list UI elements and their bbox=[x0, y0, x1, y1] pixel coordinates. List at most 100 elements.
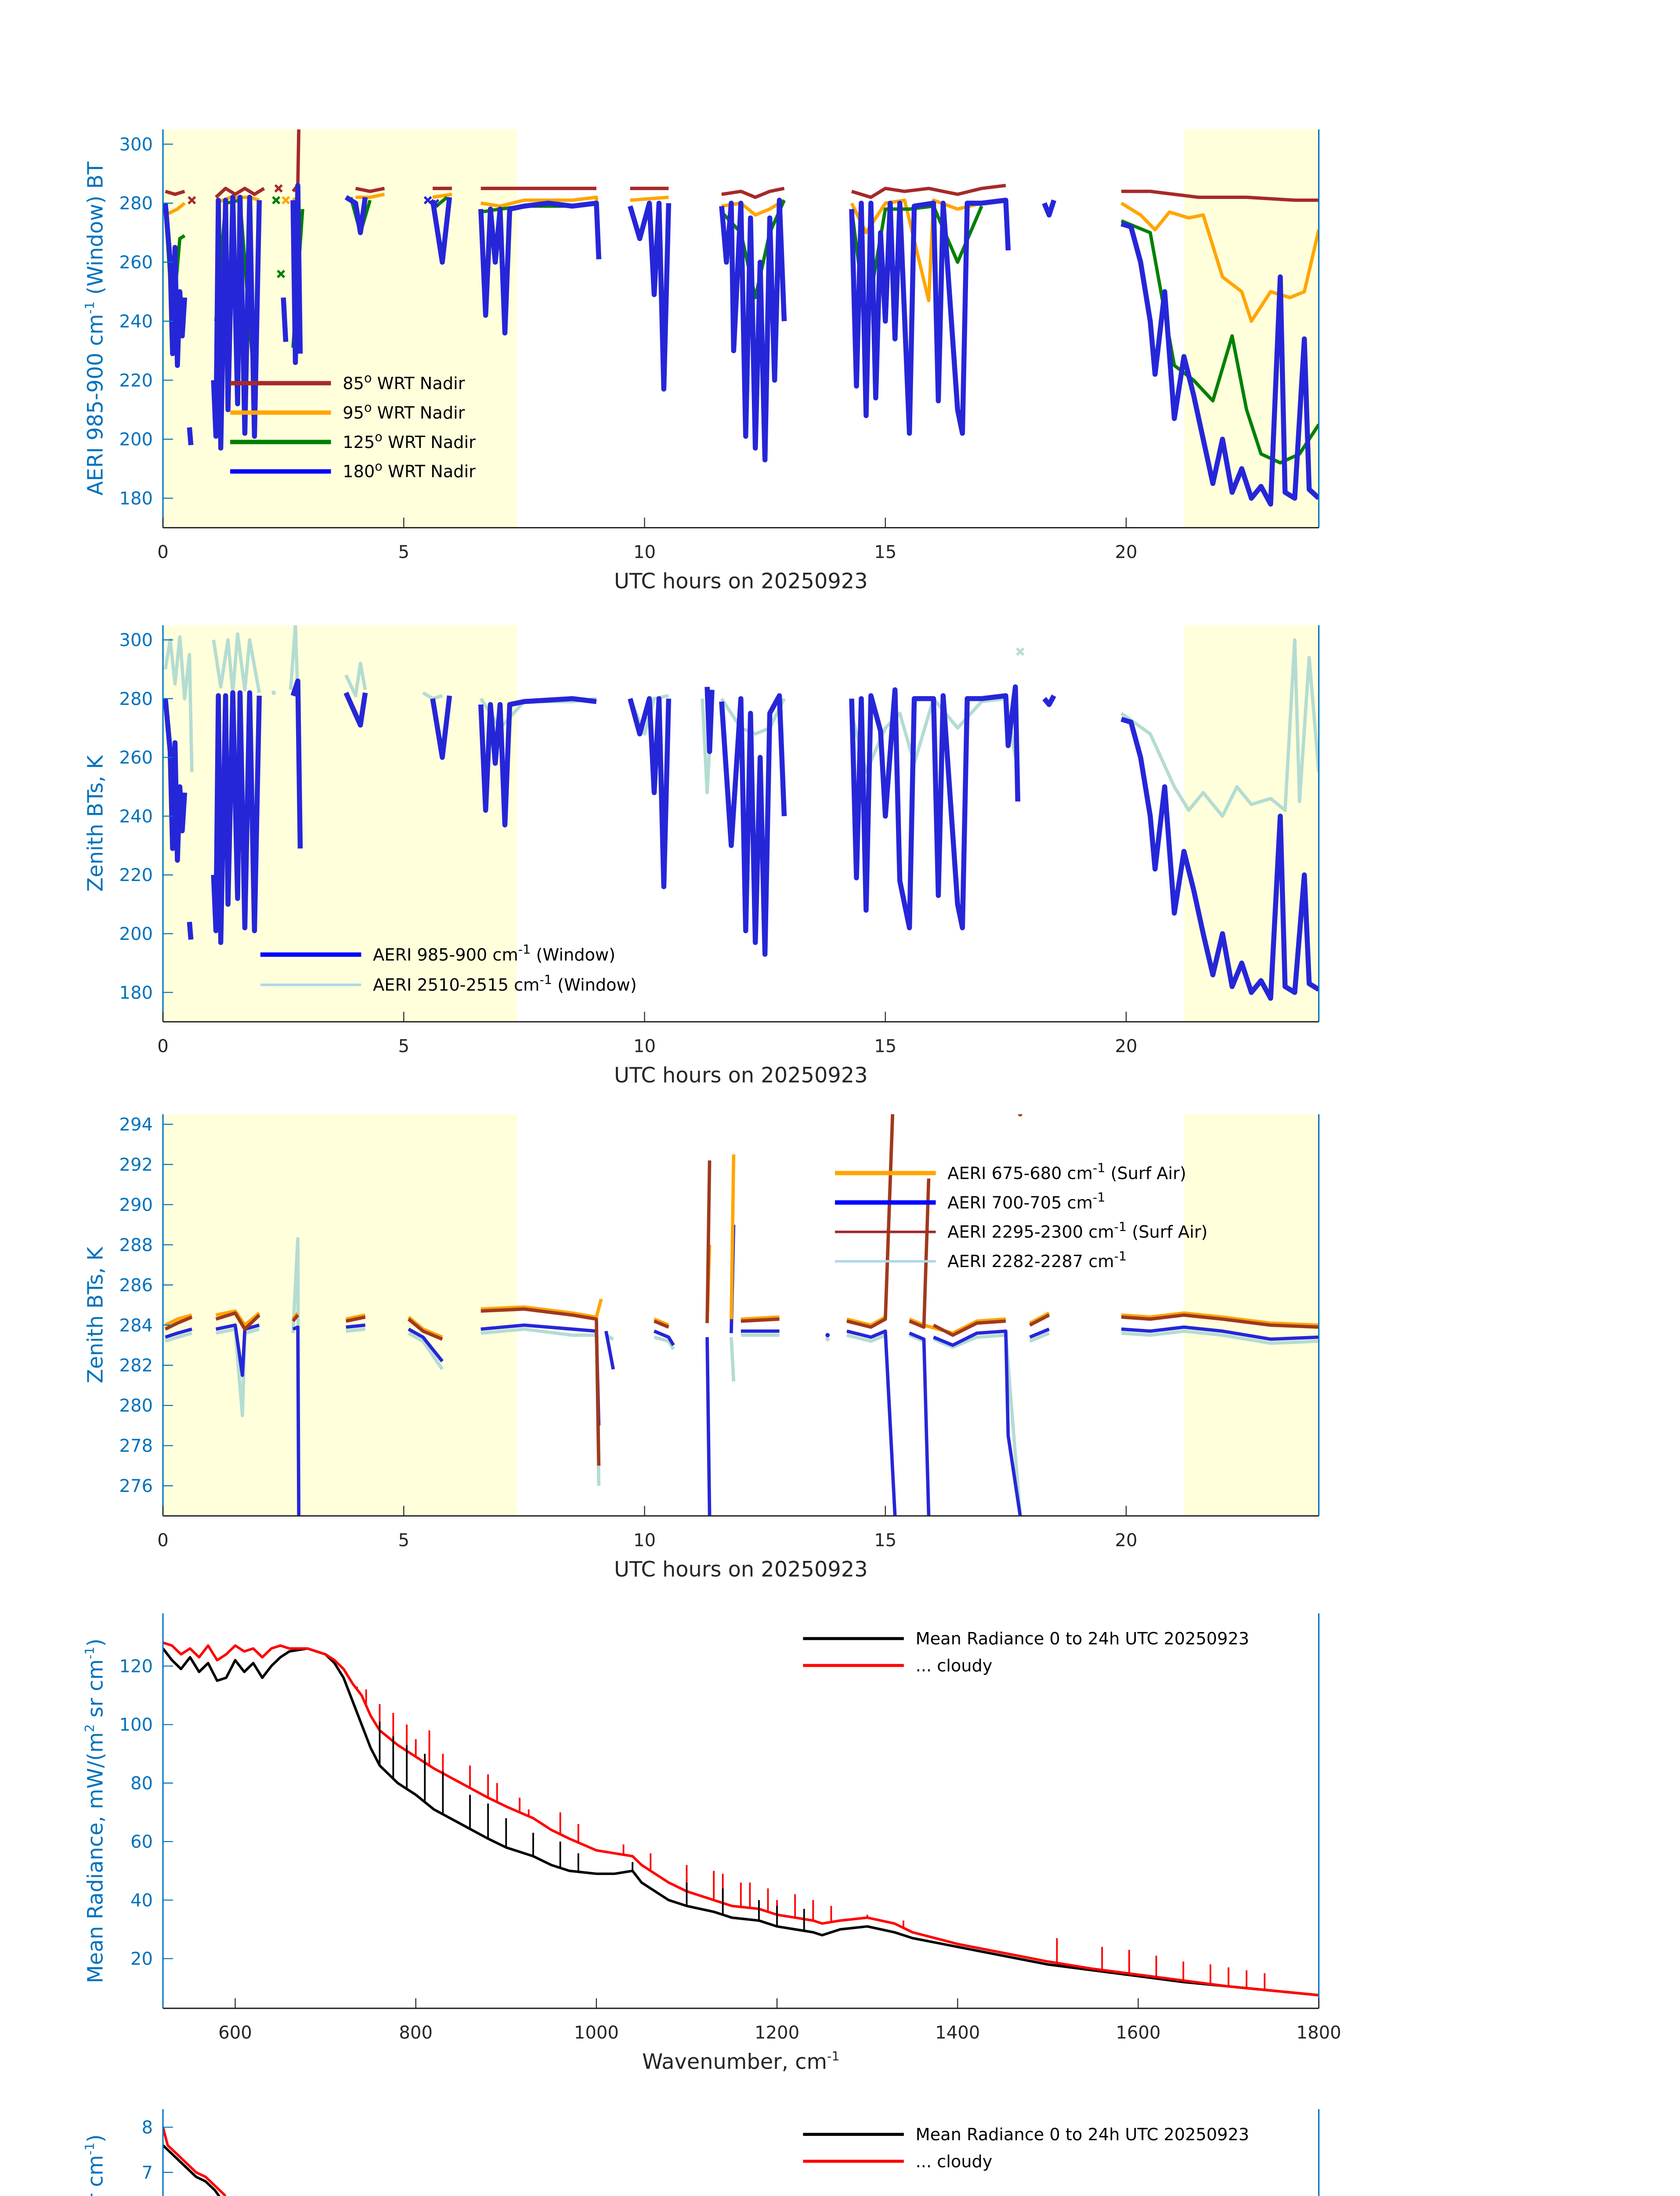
y-tick-label: 278 bbox=[119, 1436, 153, 1456]
series-line-segment bbox=[909, 1331, 931, 1516]
y-axis-title: Mean Radiance, mW/(m2 sr cm-1) bbox=[82, 1639, 108, 1983]
plot-area bbox=[163, 1641, 1319, 1997]
series-line-segment bbox=[1121, 1325, 1319, 1341]
x-marker bbox=[274, 184, 283, 193]
x-tick-label: 15 bbox=[874, 542, 896, 562]
series-line-segment bbox=[705, 686, 715, 754]
degree-sign: o bbox=[375, 429, 383, 444]
series-1 bbox=[163, 678, 1319, 1001]
x-tick-label: 5 bbox=[398, 1530, 409, 1550]
y-tick-label: 180 bbox=[119, 983, 153, 1003]
series-line-segment bbox=[290, 678, 303, 849]
y-tick-label: 288 bbox=[119, 1235, 153, 1255]
legend: Mean Radiance 0 to 24h UTC 20250923 ... c… bbox=[803, 1629, 1249, 1676]
series-line-segment bbox=[292, 1314, 300, 1322]
x-tick-label: 5 bbox=[398, 542, 409, 562]
series-line-segment bbox=[165, 1327, 192, 1339]
y-tick-label: 282 bbox=[119, 1356, 153, 1376]
series-line-segment bbox=[730, 1337, 736, 1382]
series-line-segment bbox=[1121, 1329, 1319, 1345]
series-0 bbox=[165, 129, 1319, 205]
series-line-segment bbox=[705, 1337, 712, 1516]
series-line-segment bbox=[355, 192, 385, 199]
x-tick-label: 600 bbox=[218, 2023, 252, 2043]
x-tick-label: 0 bbox=[157, 1036, 169, 1056]
series-line-segment bbox=[290, 183, 303, 365]
legend-label: 95o WRT Nadir bbox=[343, 400, 465, 423]
x-marker bbox=[423, 196, 432, 205]
y-tick-label: 20 bbox=[130, 1949, 153, 1969]
series-line-segment bbox=[408, 1327, 444, 1362]
y-tick-label: 200 bbox=[119, 430, 153, 450]
series-line-segment bbox=[932, 1319, 1006, 1337]
series-line-segment bbox=[721, 199, 785, 217]
series-line-segment bbox=[849, 198, 1011, 436]
y-tick-label: 220 bbox=[119, 371, 153, 391]
series-1 bbox=[163, 1641, 1319, 1997]
series-line-segment bbox=[215, 1323, 260, 1377]
series-line-segment bbox=[478, 200, 602, 336]
series-line-segment bbox=[705, 1160, 712, 1323]
y-axis-title: Zenith BTs, K bbox=[83, 1246, 108, 1383]
series-line bbox=[163, 1641, 1319, 1997]
y-tick-label: 286 bbox=[119, 1275, 153, 1296]
series-line-segment bbox=[422, 691, 443, 701]
series-line-segment bbox=[281, 297, 289, 342]
series-line-segment bbox=[932, 1333, 1022, 1516]
series-3 bbox=[379, 1721, 805, 1931]
series-line-segment bbox=[909, 1317, 1006, 1335]
series-line-segment bbox=[628, 200, 672, 392]
y-axis-title: Mean Radiance, mW/(m2 sr cm-1) bbox=[82, 2134, 108, 2196]
series-line-segment bbox=[187, 427, 194, 445]
x-tick-label: 20 bbox=[1115, 1036, 1137, 1056]
x-marker bbox=[277, 270, 285, 278]
x-tick-label: 5 bbox=[398, 1036, 409, 1056]
series-line-segment bbox=[343, 691, 368, 728]
series-line-segment bbox=[430, 695, 452, 760]
x-marker-stroke bbox=[423, 196, 432, 205]
axes-mean-radiance-longwave: 20 40 60 80 100 120 600 800 1000 1200 1400 1600 1800… bbox=[82, 1613, 1341, 2074]
series-line-segment bbox=[1121, 1313, 1319, 1329]
legend: AERI 675-680 cm-1 (Surf Air) AERI 700-705… bbox=[835, 1160, 1207, 1271]
series-line-segment bbox=[212, 632, 261, 695]
legend-label: AERI 675-680 cm-1 (Surf Air) bbox=[947, 1160, 1186, 1183]
y-tick-label: 280 bbox=[119, 194, 153, 214]
x-tick-label: 10 bbox=[633, 542, 656, 562]
series-3 bbox=[164, 1114, 1319, 1466]
legend-label: AERI 985-900 cm-1 (Window) bbox=[373, 942, 615, 965]
series-3 bbox=[163, 183, 1319, 507]
series-line-segment bbox=[346, 1327, 365, 1333]
x-marker bbox=[188, 196, 196, 205]
y-tick-label: 280 bbox=[119, 689, 153, 709]
x-tick-label: 10 bbox=[633, 1530, 656, 1550]
legend-label: AERI 2510-2515 cm-1 (Window) bbox=[373, 972, 637, 995]
y-tick-label: 8 bbox=[142, 2118, 153, 2138]
y-tick-label: 240 bbox=[119, 806, 153, 827]
series-line-segment bbox=[849, 684, 1021, 931]
x-tick-label: 1600 bbox=[1116, 2023, 1160, 2043]
x-tick-label: 800 bbox=[399, 2023, 433, 2043]
x-marker bbox=[282, 196, 290, 205]
series-line-segment bbox=[1120, 638, 1319, 818]
series-line-segment bbox=[165, 190, 185, 196]
series-line-segment bbox=[850, 697, 1017, 774]
series-line-segment bbox=[187, 921, 194, 940]
legend-label: AERI 2282-2287 cm-1 bbox=[947, 1249, 1127, 1271]
series-line-segment bbox=[1029, 1311, 1050, 1325]
axes-window-bt: 180 200 220 240 260 280 300 0 5 10 15 20 UTC hours o… bbox=[82, 129, 1320, 593]
data-point bbox=[825, 1337, 830, 1342]
series-line-segment bbox=[408, 1332, 444, 1370]
x-tick-label: 0 bbox=[157, 542, 169, 562]
data-point bbox=[271, 690, 276, 695]
y-tick-label: 276 bbox=[119, 1476, 153, 1496]
series-line-segment bbox=[846, 1114, 895, 1329]
x-marker-stroke bbox=[188, 196, 196, 205]
x-tick-label: 1200 bbox=[755, 2023, 799, 2043]
y-tick-label: 60 bbox=[130, 1832, 153, 1852]
legend-label: 85o WRT Nadir bbox=[343, 371, 465, 394]
series-line-segment bbox=[344, 661, 367, 697]
y-axis-title: Zenith BTs, K bbox=[83, 755, 108, 892]
y-tick-label: 260 bbox=[119, 253, 153, 273]
y-tick-label: 200 bbox=[119, 924, 153, 944]
x-tick-label: 1400 bbox=[935, 2023, 980, 2043]
